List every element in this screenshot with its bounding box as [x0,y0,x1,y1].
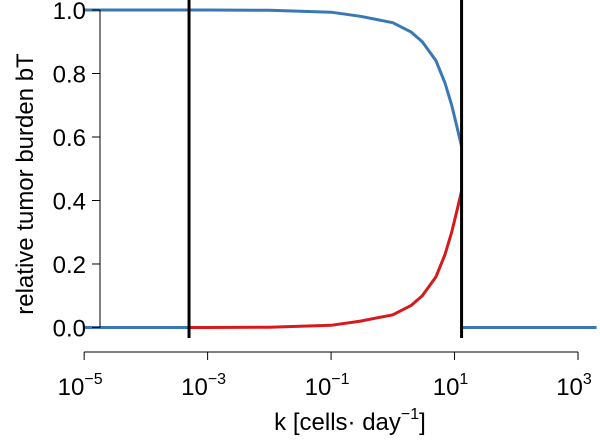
x-axis-label-close: ] [419,409,426,436]
y-axis-label: relative tumor burden bT [12,53,39,315]
x-tick-label-base-0: 10 [58,374,85,401]
y-tick-label-2: 0.4 [53,188,86,215]
x-axis: 10−5 10−3 10−1 101 103 [58,351,592,401]
x-axis-label-unit: day [356,409,401,436]
x-tick-label-base-3: 10 [433,374,460,401]
x-tick-label-3: 101 [433,371,469,401]
x-tick-label-exponent-4: 3 [583,371,592,388]
x-tick-label-2: 10−1 [305,371,350,401]
y-tick-label-1: 0.2 [53,252,86,279]
x-tick-label-exponent-0: −5 [84,371,102,388]
x-tick-label-exponent-1: −3 [208,371,226,388]
series-line-3 [189,190,464,329]
y-tick-label-5: 1.0 [53,0,86,25]
y-axis: 0.0 0.2 0.4 0.6 0.8 1.0 [53,0,101,342]
x-axis-label-dot: · [348,409,356,436]
x-tick-label-4: 103 [556,371,592,401]
x-tick-label-exponent-2: −1 [331,371,349,388]
vline-layer [187,0,464,338]
y-tick-label-4: 0.8 [53,61,86,88]
y-tick-label-0: 0.0 [53,315,86,342]
x-tick-label-base-4: 10 [556,374,583,401]
series-layer [84,8,597,329]
x-axis-label: k [cells· day−1] [274,406,426,436]
x-tick-label-base-2: 10 [305,374,332,401]
series-line-0 [84,8,464,147]
x-tick-label-exponent-3: 1 [459,371,468,388]
y-tick-label-3: 0.6 [53,125,86,152]
x-tick-label-base-1: 10 [181,374,208,401]
x-tick-label-0: 10−5 [58,371,103,401]
x-axis-label-main: k [cells [274,409,347,436]
x-axis-label-exponent: −1 [401,406,419,423]
x-tick-label-1: 10−3 [181,371,226,401]
